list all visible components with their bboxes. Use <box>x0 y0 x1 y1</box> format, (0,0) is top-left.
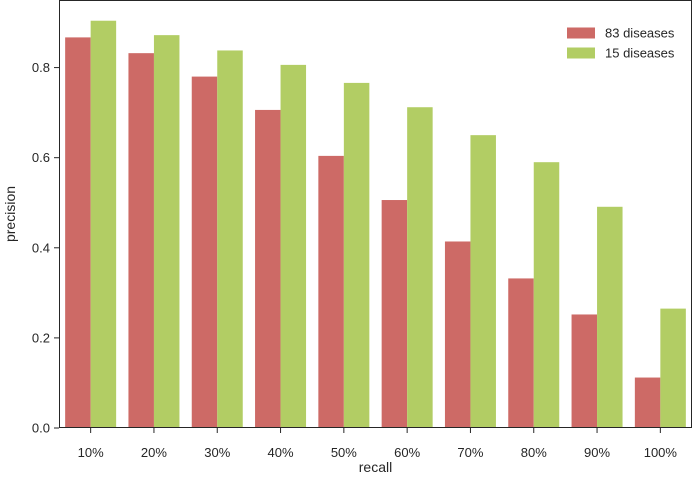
y-tick-label: 0.8 <box>32 60 50 75</box>
y-axis-label: precision <box>2 186 18 242</box>
legend-swatch <box>567 47 595 59</box>
bar-series-2-1 <box>153 35 180 428</box>
bar-series-1-5 <box>381 200 408 428</box>
bar-series-1-4 <box>318 155 344 428</box>
x-tick-label: 60% <box>394 445 420 460</box>
bars-layer <box>65 20 686 429</box>
y-tick-label: 0.2 <box>32 330 50 345</box>
y-tick-label: 0.4 <box>32 240 50 255</box>
y-axis-ticks: 0.0 0.2 0.4 0.6 0.8 <box>32 60 59 436</box>
bar-series-2-6 <box>470 135 496 428</box>
legend-label: 83 diseases <box>605 26 675 41</box>
legend: 83 diseases 15 diseases <box>567 26 675 61</box>
bar-series-1-7 <box>508 278 534 428</box>
y-tick-label: 0.6 <box>32 150 50 165</box>
bar-series-1-6 <box>444 241 471 428</box>
bar-series-2-8 <box>597 206 623 428</box>
bar-series-1-2 <box>191 76 218 428</box>
bar-series-2-7 <box>533 162 560 429</box>
legend-label: 15 diseases <box>605 46 675 61</box>
x-axis-label: recall <box>359 459 392 475</box>
bar-series-2-0 <box>90 20 117 428</box>
bar-series-2-2 <box>217 50 243 428</box>
y-tick-label: 0.0 <box>32 421 50 436</box>
x-tick-label: 90% <box>584 445 610 460</box>
plot-frame <box>59 0 692 428</box>
bar-series-1-1 <box>128 53 154 428</box>
x-tick-label: 50% <box>331 445 357 460</box>
bar-series-2-5 <box>407 107 433 428</box>
x-tick-label: 70% <box>457 445 483 460</box>
bar-series-2-9 <box>660 308 686 428</box>
bar-series-1-0 <box>65 37 91 429</box>
x-axis-ticks: 10% 20% 30% 40% 50% 60% 70% 80% 90% 100% <box>78 428 678 460</box>
x-tick-label: 20% <box>141 445 167 460</box>
x-tick-label: 40% <box>268 445 294 460</box>
bar-series-1-9 <box>634 377 661 428</box>
x-tick-label: 30% <box>204 445 230 460</box>
bar-series-2-3 <box>280 64 307 428</box>
x-tick-label: 100% <box>644 445 678 460</box>
legend-swatch <box>567 27 595 39</box>
bar-series-2-4 <box>343 82 370 428</box>
bar-series-1-3 <box>255 109 281 429</box>
bar-series-1-8 <box>571 314 598 428</box>
x-tick-label: 80% <box>521 445 547 460</box>
axes-layer <box>59 0 692 428</box>
x-tick-label: 10% <box>78 445 104 460</box>
